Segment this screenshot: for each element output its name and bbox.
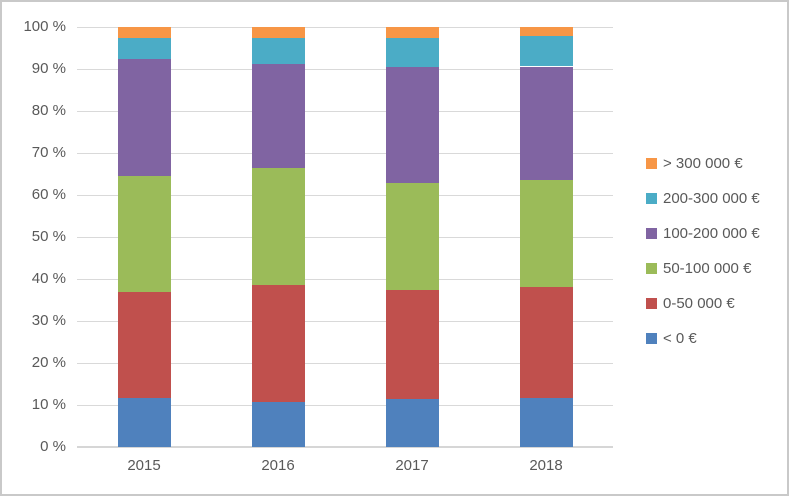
bar-segment	[385, 182, 439, 290]
bar-segment	[385, 399, 439, 447]
legend-item: 50-100 000 €	[646, 251, 760, 286]
legend-label: 100-200 000 €	[663, 225, 760, 242]
bar-segment	[117, 292, 171, 398]
bar-segment	[117, 59, 171, 177]
gridline	[77, 363, 613, 364]
bar-segment	[385, 37, 439, 67]
legend-swatch-icon	[646, 263, 657, 274]
y-tick-label: 20 %	[31, 354, 66, 371]
legend-item: < 0 €	[646, 321, 760, 356]
x-tick-label: 2017	[395, 457, 429, 474]
gridline	[77, 153, 613, 154]
gridline	[77, 111, 613, 112]
gridline	[77, 69, 613, 70]
legend-label: < 0 €	[663, 330, 697, 347]
y-tick-label: 60 %	[31, 186, 66, 203]
legend-label: 0-50 000 €	[663, 295, 735, 312]
x-tick-label: 2016	[261, 457, 295, 474]
bar-2018	[519, 27, 573, 447]
gridline	[77, 405, 613, 406]
bar-2017	[385, 27, 439, 447]
bar-segment	[251, 401, 305, 447]
bar-segment	[519, 27, 573, 37]
y-tick-label: 0 %	[40, 438, 66, 455]
x-tick-label: 2015	[127, 457, 161, 474]
bar-segment	[251, 168, 305, 285]
bar-segment	[251, 284, 305, 402]
legend-label: > 300 000 €	[663, 155, 743, 172]
gridline	[77, 195, 613, 196]
gridline	[77, 279, 613, 280]
legend-label: 50-100 000 €	[663, 260, 752, 277]
gridline	[77, 237, 613, 238]
bar-segment	[519, 66, 573, 180]
bar-segment	[117, 37, 171, 60]
y-tick-label: 10 %	[31, 396, 66, 413]
legend-label: 200-300 000 €	[663, 190, 760, 207]
legend-swatch-icon	[646, 333, 657, 344]
y-tick-label: 90 %	[31, 60, 66, 77]
legend-item: 200-300 000 €	[646, 181, 760, 216]
legend-swatch-icon	[646, 228, 657, 239]
y-tick-label: 30 %	[31, 312, 66, 329]
bar-2015	[117, 27, 171, 447]
bar-segment	[519, 36, 573, 67]
legend-item: 100-200 000 €	[646, 216, 760, 251]
bar-segment	[519, 179, 573, 287]
y-tick-label: 70 %	[31, 144, 66, 161]
bar-2016	[251, 27, 305, 447]
bar-segment	[117, 27, 171, 38]
y-tick-label: 40 %	[31, 270, 66, 287]
legend-item: 0-50 000 €	[646, 286, 760, 321]
gridline	[77, 321, 613, 322]
legend-swatch-icon	[646, 158, 657, 169]
bar-segment	[385, 66, 439, 183]
gridline	[77, 27, 613, 28]
bar-segment	[385, 27, 439, 38]
legend: > 300 000 € 200-300 000 € 100-200 000 € 50-…	[646, 146, 760, 356]
y-tick-label: 50 %	[31, 228, 66, 245]
bar-segment	[519, 397, 573, 447]
bar-segment	[385, 289, 439, 400]
legend-item: > 300 000 €	[646, 146, 760, 181]
bar-segment	[117, 397, 171, 447]
y-tick-label: 80 %	[31, 102, 66, 119]
bar-segment	[251, 37, 305, 64]
x-tick-label: 2018	[529, 457, 563, 474]
bar-segment	[117, 176, 171, 293]
bar-segment	[251, 27, 305, 38]
y-tick-label: 100 %	[23, 18, 66, 35]
legend-swatch-icon	[646, 193, 657, 204]
gridline	[77, 446, 613, 448]
bar-segment	[519, 287, 573, 398]
bar-segment	[251, 63, 305, 169]
legend-swatch-icon	[646, 298, 657, 309]
